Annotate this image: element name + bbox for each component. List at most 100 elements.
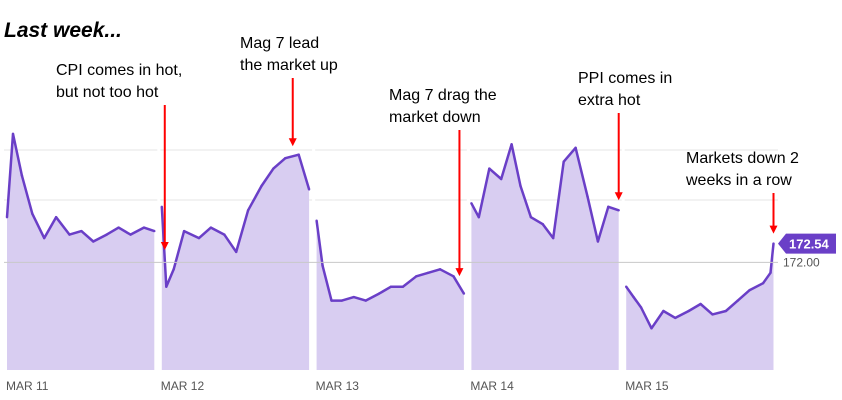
annotations: CPI comes in hot, but not too hot Mag 7 le… (56, 35, 799, 277)
data-point (80, 229, 83, 233)
data-point (639, 306, 643, 309)
data-point (438, 268, 442, 271)
x-axis: MAR 11 MAR 12 MAR 13 MAR 14 MAR 15 (6, 379, 669, 393)
line-layer (5, 132, 775, 330)
data-point (330, 299, 333, 302)
data-point (761, 282, 765, 285)
data-point (562, 160, 565, 163)
x-tick-label: MAR 14 (470, 379, 514, 393)
data-point (711, 313, 714, 316)
annotation-text: market down (389, 109, 481, 126)
x-tick-label: MAR 15 (625, 379, 669, 393)
session-separators (157, 140, 625, 370)
data-point (736, 299, 739, 302)
annotation-text: Markets down 2 (686, 150, 799, 167)
data-point (662, 309, 665, 313)
data-point (401, 285, 405, 288)
data-point (586, 195, 589, 198)
data-point (529, 216, 533, 219)
data-point (117, 226, 120, 229)
data-point (223, 233, 226, 236)
data-point (488, 167, 491, 170)
annotation-arrow-head (160, 242, 169, 251)
data-point (470, 202, 473, 205)
price-line-mar-11 (5, 132, 155, 243)
data-point (389, 285, 393, 288)
data-point (632, 295, 635, 299)
data-point (340, 299, 344, 302)
data-point (153, 229, 156, 233)
reference-value-label: 172.00 (783, 255, 820, 269)
data-point (477, 216, 480, 219)
data-point (92, 240, 95, 243)
data-point (260, 184, 263, 188)
data-point (284, 157, 287, 160)
last-price-badge (778, 233, 836, 254)
data-point (307, 188, 311, 191)
data-point (172, 268, 175, 271)
data-point (246, 209, 250, 212)
data-point (687, 309, 690, 313)
annotation-arrow-head (288, 138, 297, 147)
annotation-text: but not too hot (56, 84, 159, 101)
data-point (724, 309, 728, 313)
data-point (625, 285, 628, 288)
annotation-text: Mag 7 drag the (389, 87, 497, 104)
data-point (235, 250, 238, 254)
data-point (352, 295, 355, 299)
data-point (11, 132, 15, 136)
data-point (315, 219, 318, 222)
data-point (54, 216, 58, 219)
annotation-text: CPI comes in hot, (56, 62, 182, 79)
annotation-text: weeks in a row (685, 172, 792, 189)
price-badge: 172.54 (778, 233, 836, 254)
data-point (129, 233, 132, 236)
data-point (462, 292, 466, 295)
data-point (772, 242, 775, 245)
annotation-arrow-head (769, 225, 778, 234)
data-point (769, 271, 772, 274)
data-point (105, 233, 108, 236)
grid-layer (4, 149, 778, 201)
data-point (552, 236, 555, 240)
annotation: Mag 7 drag the market down (389, 87, 497, 277)
data-point (574, 146, 577, 149)
area-layer (7, 133, 774, 370)
data-point (699, 302, 702, 306)
annotation-text: extra hot (578, 92, 641, 109)
annotation: PPI comes in extra hot (578, 70, 672, 201)
x-tick-label: MAR 12 (161, 379, 205, 393)
annotation-text: the market up (240, 57, 338, 74)
chart-title: Last week... (4, 19, 122, 42)
data-point (674, 316, 677, 320)
x-tick-label: MAR 13 (316, 379, 360, 393)
data-point (182, 229, 186, 233)
reference-line-layer: 172.00 (4, 255, 820, 269)
data-point (377, 292, 381, 295)
data-point (415, 275, 418, 278)
data-point (500, 177, 503, 181)
data-point (510, 143, 513, 146)
data-point (31, 212, 34, 215)
annotation: Markets down 2 weeks in a row (685, 150, 799, 234)
x-tick-label: MAR 11 (6, 379, 49, 393)
price-line-mar-13 (315, 220, 465, 302)
last-price-label: 172.54 (789, 237, 830, 252)
data-point (142, 226, 146, 229)
data-point (209, 226, 213, 229)
area-fill-mar-13 (316, 220, 464, 370)
data-point (364, 299, 367, 302)
data-point (596, 240, 600, 243)
data-point (541, 223, 544, 226)
area-fill-mar-14 (471, 144, 619, 370)
area-fill-mar-15 (626, 243, 774, 370)
data-point (197, 236, 201, 240)
annotation-arrow-head (614, 192, 623, 201)
data-point (68, 233, 71, 236)
data-point (297, 153, 300, 156)
annotation-text: PPI comes in (578, 70, 672, 87)
data-point (321, 264, 324, 267)
data-point (20, 174, 24, 177)
data-point (607, 205, 610, 208)
